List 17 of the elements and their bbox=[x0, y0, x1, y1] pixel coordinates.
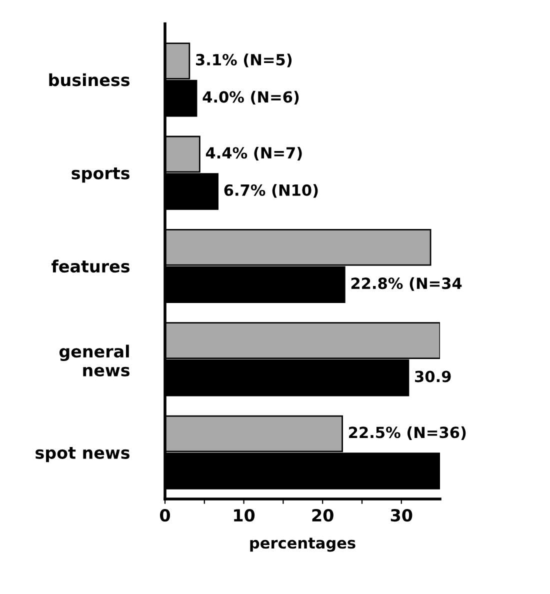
y-tick-label: sports bbox=[72, 167, 130, 183]
y-tick-label: business bbox=[49, 73, 130, 86]
x-tick-label: 10 bbox=[234, 508, 255, 522]
x-axis-title: percentages bbox=[250, 538, 356, 552]
data-label: 22.5% (N=36) bbox=[349, 426, 466, 440]
data-label: 4.4% (N=7) bbox=[206, 146, 302, 160]
x-tick-label: 30 bbox=[390, 508, 412, 522]
x-tick-label: 0 bbox=[160, 508, 170, 522]
x-tick-label: 20 bbox=[312, 508, 334, 522]
y-tick-label: general news bbox=[59, 344, 130, 376]
data-label: 6.7% (N10) bbox=[224, 184, 318, 198]
y-tick-label: spot news bbox=[36, 447, 130, 462]
data-label: 4.0% (N=6) bbox=[202, 90, 299, 105]
data-label: 22.8% (N=34 bbox=[351, 277, 462, 291]
data-label: 30.9 bbox=[415, 370, 451, 382]
y-tick-label: features bbox=[52, 260, 130, 273]
data-label: 3.1% (N=5) bbox=[196, 54, 292, 68]
